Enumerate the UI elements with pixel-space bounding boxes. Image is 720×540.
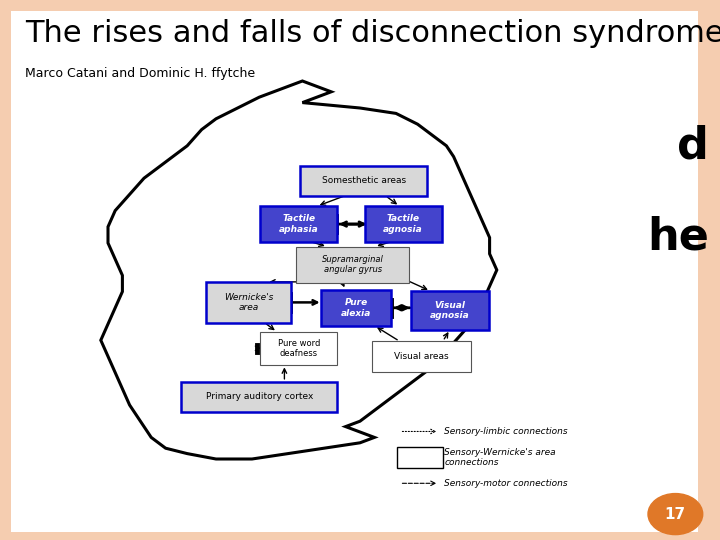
FancyBboxPatch shape bbox=[322, 289, 392, 326]
FancyBboxPatch shape bbox=[365, 206, 442, 242]
FancyBboxPatch shape bbox=[300, 165, 427, 196]
Text: Sensory-Wernicke's area
connections: Sensory-Wernicke's area connections bbox=[444, 448, 556, 467]
Polygon shape bbox=[101, 81, 497, 459]
FancyBboxPatch shape bbox=[11, 11, 698, 532]
FancyBboxPatch shape bbox=[261, 332, 337, 365]
Text: he: he bbox=[647, 216, 709, 259]
FancyBboxPatch shape bbox=[206, 281, 290, 323]
Text: Primary auditory cortex: Primary auditory cortex bbox=[205, 393, 313, 401]
Text: Tactile
agnosia: Tactile agnosia bbox=[383, 214, 423, 234]
FancyBboxPatch shape bbox=[372, 341, 471, 372]
FancyBboxPatch shape bbox=[297, 246, 409, 283]
Text: Pure word
deafness: Pure word deafness bbox=[278, 339, 320, 358]
Text: Visual areas: Visual areas bbox=[394, 352, 449, 361]
FancyBboxPatch shape bbox=[412, 291, 488, 330]
Circle shape bbox=[648, 494, 703, 535]
Text: The rises and falls of disconnection syndromes: The rises and falls of disconnection syn… bbox=[25, 19, 720, 48]
Text: Tactile
aphasia: Tactile aphasia bbox=[279, 214, 319, 234]
FancyBboxPatch shape bbox=[181, 381, 337, 413]
Text: Somesthetic areas: Somesthetic areas bbox=[322, 177, 405, 185]
Text: Visual
agnosia: Visual agnosia bbox=[430, 301, 470, 320]
FancyBboxPatch shape bbox=[261, 206, 337, 242]
Text: Wernicke's
area: Wernicke's area bbox=[224, 293, 273, 312]
Text: Sensory-limbic connections: Sensory-limbic connections bbox=[444, 427, 568, 436]
FancyBboxPatch shape bbox=[397, 447, 443, 468]
Text: Marco Catani and Dominic H. ffytche: Marco Catani and Dominic H. ffytche bbox=[25, 68, 256, 80]
Text: d: d bbox=[678, 124, 709, 167]
Text: Supramarginal
angular gyrus: Supramarginal angular gyrus bbox=[322, 255, 384, 274]
Text: 17: 17 bbox=[665, 507, 686, 522]
Text: Sensory-motor connections: Sensory-motor connections bbox=[444, 479, 568, 488]
Text: Pure
alexia: Pure alexia bbox=[341, 298, 372, 318]
